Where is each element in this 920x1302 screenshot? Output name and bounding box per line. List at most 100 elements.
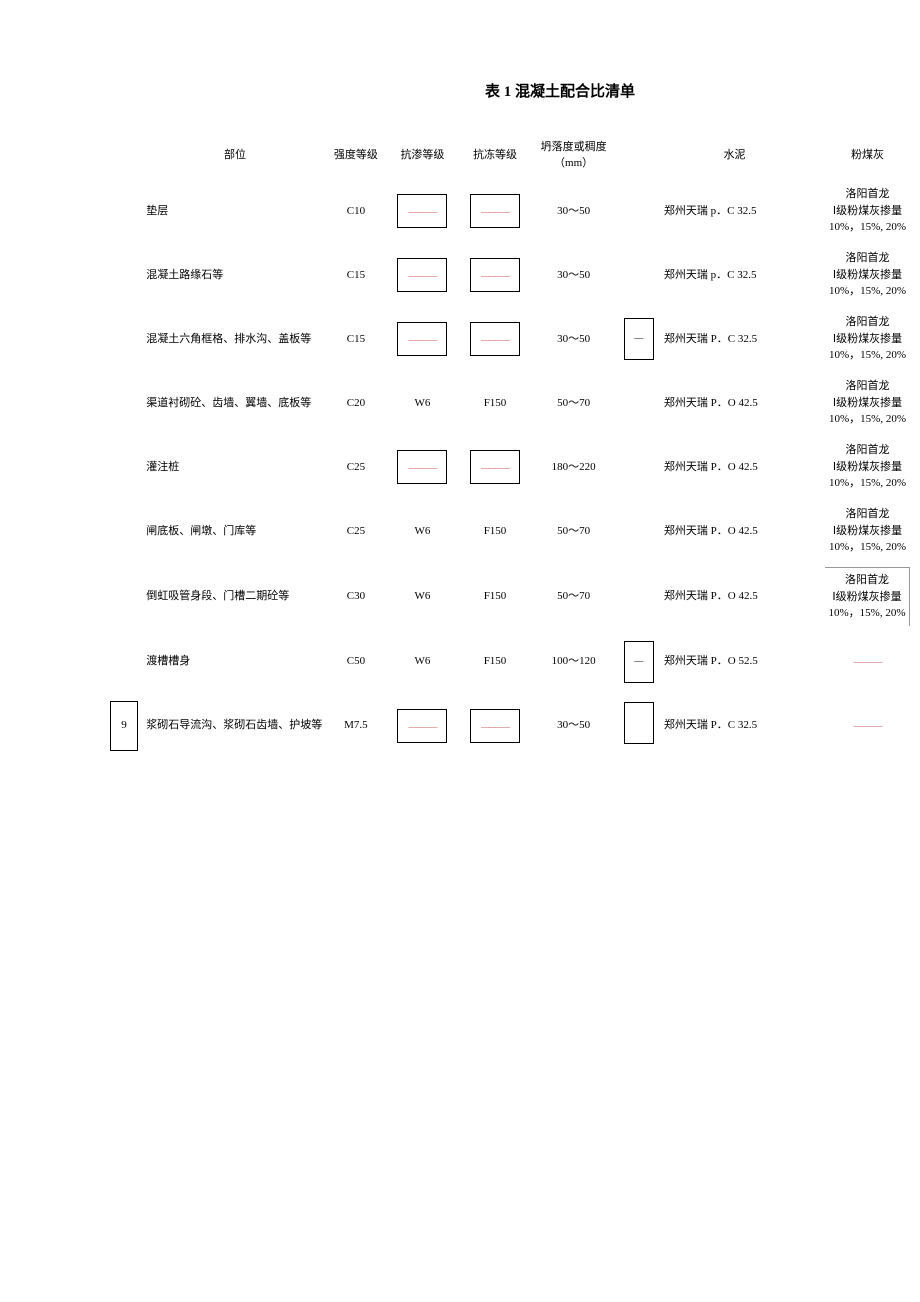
row-index — [108, 179, 144, 243]
f-cell: F150 — [459, 563, 532, 630]
table-row: 9浆砌石导流沟、浆砌石齿墙、护坡等M7.5————————30〜50郑州天瑞 P… — [108, 694, 920, 758]
row-index — [108, 630, 144, 694]
f-cell: ———— — [459, 435, 532, 499]
f-cell: F150 — [459, 371, 532, 435]
header-idx — [108, 131, 144, 179]
header-grade: 强度等级 — [326, 131, 386, 179]
w-cell: ———— — [386, 435, 459, 499]
cement-cell: 郑州天瑞 P．O 42.5 — [662, 371, 807, 435]
header-ash: 粉煤灰 — [807, 131, 920, 179]
table-row: 渡槽槽身C50W6F150100〜120—郑州天瑞 P．O 52.5———— — [108, 630, 920, 694]
ash-cell: ———— — [807, 694, 920, 758]
table-row: 混凝土路缘石等C15————————30〜50郑州天瑞 p．C 32.5洛阳首龙… — [108, 243, 920, 307]
grade-cell: M7.5 — [326, 694, 386, 758]
row-index: 9 — [108, 694, 144, 758]
header-part: 部位 — [144, 131, 325, 179]
row-index — [108, 243, 144, 307]
ash-cell: 洛阳首龙Ⅰ级粉煤灰掺量10%，15%, 20% — [807, 307, 920, 371]
row-index — [108, 563, 144, 630]
slump-cell: 100〜120 — [531, 630, 616, 694]
table-row: 混凝土六角框格、排水沟、盖板等C15————————30〜50—郑州天瑞 P．C… — [108, 307, 920, 371]
ash-cell: 洛阳首龙Ⅰ级粉煤灰掺量10%，15%, 20% — [807, 499, 920, 563]
part-cell: 渠道衬砌砼、齿墙、翼墙、底板等 — [144, 371, 325, 435]
ash-cell: 洛阳首龙Ⅰ级粉煤灰掺量10%，15%, 20% — [807, 563, 920, 630]
cement-cell: 郑州天瑞 P．C 32.5 — [662, 307, 807, 371]
ash-cell: 洛阳首龙Ⅰ级粉煤灰掺量10%，15%, 20% — [807, 243, 920, 307]
cement-cell: 郑州天瑞 P．O 42.5 — [662, 435, 807, 499]
grade-cell: C20 — [326, 371, 386, 435]
slump-cell: 30〜50 — [531, 694, 616, 758]
header-slump: 坍落度或稠度（mm） — [531, 131, 616, 179]
header-f: 抗冻等级 — [459, 131, 532, 179]
w-cell: ———— — [386, 694, 459, 758]
w-cell: W6 — [386, 563, 459, 630]
table-row: 闸底板、闸墩、门库等C25W6F15050〜70郑州天瑞 P．O 42.5洛阳首… — [108, 499, 920, 563]
table-row: 倒虹吸管身段、门槽二期砼等C30W6F15050〜70 郑州天瑞 P．O 42.5… — [108, 563, 920, 630]
grade-cell: C15 — [326, 243, 386, 307]
f-cell: ———— — [459, 243, 532, 307]
header-row: 部位 强度等级 抗渗等级 抗冻等级 坍落度或稠度（mm） 水泥 粉煤灰 — [108, 131, 920, 179]
gap-cell — [616, 563, 662, 630]
part-cell: 垫层 — [144, 179, 325, 243]
cement-cell: 郑州天瑞 P．C 32.5 — [662, 694, 807, 758]
gap-cell: — — [616, 630, 662, 694]
slump-cell: 30〜50 — [531, 179, 616, 243]
gap-cell: — — [616, 307, 662, 371]
part-cell: 倒虹吸管身段、门槽二期砼等 — [144, 563, 325, 630]
row-index — [108, 307, 144, 371]
ash-cell: 洛阳首龙Ⅰ级粉煤灰掺量10%，15%, 20% — [807, 179, 920, 243]
ash-cell: ———— — [807, 630, 920, 694]
gap-cell — [616, 499, 662, 563]
gap-cell — [616, 179, 662, 243]
f-cell: F150 — [459, 499, 532, 563]
slump-cell: 30〜50 — [531, 307, 616, 371]
cement-cell: 郑州天瑞 p．C 32.5 — [662, 179, 807, 243]
slump-cell: 50〜70 — [531, 371, 616, 435]
gap-cell — [616, 371, 662, 435]
row-index — [108, 435, 144, 499]
grade-cell: C25 — [326, 499, 386, 563]
part-cell: 混凝土六角框格、排水沟、盖板等 — [144, 307, 325, 371]
part-cell: 混凝土路缘石等 — [144, 243, 325, 307]
gap-cell — [616, 694, 662, 758]
cement-cell: 郑州天瑞 P．O 52.5 — [662, 630, 807, 694]
part-cell: 闸底板、闸墩、门库等 — [144, 499, 325, 563]
grade-cell: C30 — [326, 563, 386, 630]
f-cell: F150 — [459, 630, 532, 694]
page: 表 1 混凝土配合比清单 部位 强度等级 抗渗等级 抗冻等级 坍落度或稠度（mm… — [0, 0, 920, 758]
part-cell: 灌注桩 — [144, 435, 325, 499]
w-cell: ———— — [386, 179, 459, 243]
part-cell: 渡槽槽身 — [144, 630, 325, 694]
w-cell: W6 — [386, 371, 459, 435]
slump-cell: 50〜70 — [531, 499, 616, 563]
cement-cell: 郑州天瑞 p．C 32.5 — [662, 243, 807, 307]
header-w: 抗渗等级 — [386, 131, 459, 179]
w-cell: W6 — [386, 499, 459, 563]
slump-cell: 180〜220 — [531, 435, 616, 499]
ash-cell: 洛阳首龙Ⅰ级粉煤灰掺量10%，15%, 20% — [807, 371, 920, 435]
ash-cell: 洛阳首龙Ⅰ级粉煤灰掺量10%，15%, 20% — [807, 435, 920, 499]
table-row: 渠道衬砌砼、齿墙、翼墙、底板等C20W6F15050〜70 郑州天瑞 P．O 42… — [108, 371, 920, 435]
grade-cell: C25 — [326, 435, 386, 499]
w-cell: W6 — [386, 630, 459, 694]
f-cell: ———— — [459, 307, 532, 371]
w-cell: ———— — [386, 307, 459, 371]
w-cell: ———— — [386, 243, 459, 307]
table-row: 灌注桩C25————————180〜220郑州天瑞 P．O 42.5洛阳首龙Ⅰ级… — [108, 435, 920, 499]
slump-cell: 50〜70 — [531, 563, 616, 630]
row-index — [108, 499, 144, 563]
table-title: 表 1 混凝土配合比清单 — [0, 80, 920, 101]
gap-cell — [616, 243, 662, 307]
row-index — [108, 371, 144, 435]
grade-cell: C15 — [326, 307, 386, 371]
f-cell: ———— — [459, 694, 532, 758]
header-cement: 水泥 — [662, 131, 807, 179]
slump-cell: 30〜50 — [531, 243, 616, 307]
part-cell: 浆砌石导流沟、浆砌石齿墙、护坡等 — [144, 694, 325, 758]
table-row: 垫层C10————————30〜50郑州天瑞 p．C 32.5洛阳首龙Ⅰ级粉煤灰… — [108, 179, 920, 243]
cement-cell: 郑州天瑞 P．O 42.5 — [662, 563, 807, 630]
table-body: 垫层C10————————30〜50郑州天瑞 p．C 32.5洛阳首龙Ⅰ级粉煤灰… — [108, 179, 920, 758]
f-cell: ———— — [459, 179, 532, 243]
grade-cell: C10 — [326, 179, 386, 243]
gap-cell — [616, 435, 662, 499]
